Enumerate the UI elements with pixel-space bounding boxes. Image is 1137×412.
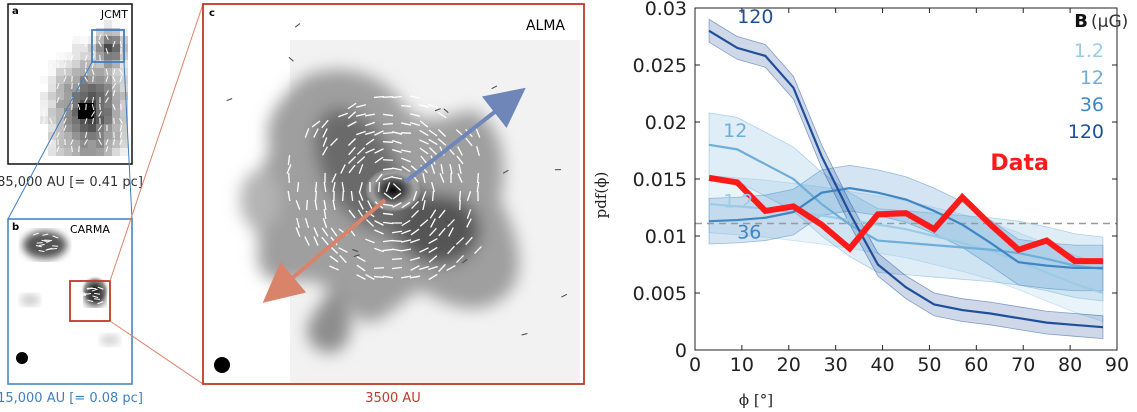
panel-b-instrument: CARMA (70, 223, 110, 236)
panel-a-instrument: JCMT (100, 8, 128, 21)
panel-a-zoom-box (91, 29, 125, 63)
panel-a-map (8, 4, 132, 164)
legend-entry: 120 (1068, 121, 1104, 143)
panel-b-frame (7, 218, 133, 385)
panel-a-scale-label: 85,000 AU [= 0.41 pc] (0, 175, 143, 190)
connector-a-b-left (7, 61, 93, 220)
y-tick-label: 0 (675, 340, 687, 362)
x-tick-label: 50 (917, 354, 941, 376)
y-tick-label: 0.01 (645, 226, 687, 248)
y-tick-label: 0.005 (633, 283, 687, 305)
legend-entry: 1.2 (1074, 40, 1104, 62)
panel-a-frame (7, 3, 133, 165)
outflow-arrow-red (262, 198, 387, 303)
legend-title: B (1074, 11, 1088, 32)
x-tick-label: 70 (1011, 354, 1035, 376)
x-axis-label: ϕ [°] (739, 391, 773, 409)
panel-c-frame (202, 3, 585, 385)
connector-a-b-right (123, 61, 133, 220)
series-line-12 (708, 143, 1104, 271)
y-tick-label: 0.03 (645, 0, 687, 20)
panel-b-letter: b (12, 222, 19, 233)
panel-c-scale-label: 3500 AU (365, 391, 421, 406)
connector-b-c-top (109, 3, 204, 282)
x-tick-label: 90 (1105, 354, 1129, 376)
curve-label-1-2: 1.2 (723, 191, 753, 213)
panel-a-letter: a (12, 6, 19, 17)
y-tick-label: 0.02 (645, 112, 687, 134)
panel-c: c ALMA 3500 AU (202, 3, 585, 406)
curve-label-data: Data (990, 151, 1048, 176)
curve-label-120: 120 (737, 6, 773, 28)
panel-a: a JCMT 85,000 AU [= 0.41 pc] (0, 3, 143, 190)
legend-entry: 36 (1080, 94, 1104, 116)
x-tick-label: 80 (1058, 354, 1082, 376)
x-tick-label: 40 (870, 354, 894, 376)
panel-c-map (203, 4, 584, 384)
y-tick-label: 0.025 (633, 55, 687, 77)
legend-entry: 12 (1080, 67, 1104, 89)
outflow-arrow-blue (403, 87, 526, 184)
panel-c-letter: c (209, 8, 215, 19)
x-tick-label: 30 (824, 354, 848, 376)
panel-b: b CARMA 15,000 AU [= 0.08 pc] (0, 218, 143, 406)
curve-label-12: 12 (723, 120, 747, 142)
series-line-36 (709, 187, 1103, 270)
x-tick-label: 20 (777, 354, 801, 376)
pdf-chart: 0 10 20 30 40 50 60 70 80 90 0 0.005 0.01 0.015 0.02 0.… (592, 0, 1129, 409)
x-tick-label: 0 (689, 354, 701, 376)
band-12 (708, 112, 1104, 302)
x-tick-label: 10 (730, 354, 754, 376)
series-line-data (708, 174, 1103, 265)
connector-b-c-bottom (109, 320, 204, 385)
panel-b-zoom-box (69, 280, 111, 322)
legend-unit: (μG) (1091, 12, 1128, 32)
chart-legend: B (μG) 1.2 12 36 120 (1068, 11, 1129, 143)
curve-label-36: 36 (737, 221, 761, 243)
panel-b-scale-label: 15,000 AU [= 0.08 pc] (0, 391, 143, 406)
series-line-120 (708, 29, 1104, 329)
x-tick-label: 60 (964, 354, 988, 376)
y-axis-label: pdf(ϕ) (592, 172, 610, 219)
panel-c-instrument: ALMA (526, 18, 565, 34)
y-tick-label: 0.015 (633, 169, 687, 191)
